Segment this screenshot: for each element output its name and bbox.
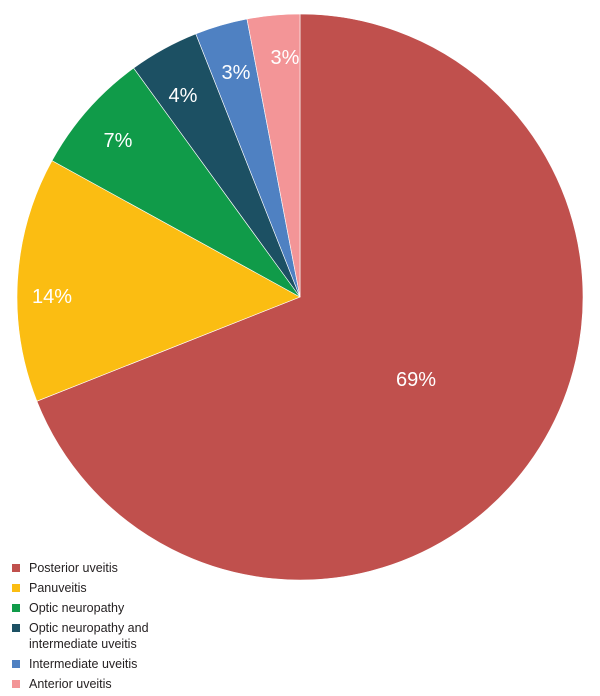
data-label-intermediate-uveitis: 3% [222,62,251,84]
legend-item-panuveitis: Panuveitis [12,580,242,596]
data-label-optic-neuropathy-and-intermediate-uveitis: 4% [169,85,198,107]
legend-item-intermediate-uveitis: Intermediate uveitis [12,656,242,672]
legend-item-optic-neuropathy-and-intermediate-uveitis: Optic neuropathy and intermediate uveiti… [12,620,242,652]
legend-label-optic-neuropathy: Optic neuropathy [29,601,125,615]
data-label-panuveitis: 14% [32,286,72,308]
legend-item-posterior-uveitis: Posterior uveitis [12,560,242,576]
legend-swatch-panuveitis [12,584,20,592]
legend-item-optic-neuropathy: Optic neuropathy [12,600,242,616]
pie-slice-posterior-uveitis [36,13,584,581]
data-label-anterior-uveitis: 3% [271,47,300,69]
pie-slices [16,13,584,581]
pie-slice-optic-neuropathy [51,67,301,298]
pie-slice-anterior-uveitis [246,13,301,298]
legend-swatch-anterior-uveitis [12,680,20,688]
legend-item-anterior-uveitis: Anterior uveitis [12,676,242,692]
pie-data-labels: 69% 14% 7% 4% 3% 3% [32,47,436,391]
legend-label-anterior-uveitis: Anterior uveitis [29,677,112,691]
legend-label-intermediate-uveitis: Intermediate uveitis [29,657,138,671]
legend-swatch-intermediate-uveitis [12,660,20,668]
legend-swatch-optic-neuropathy [12,604,20,612]
legend-label-optic-neuropathy-and-intermediate-uveitis: Optic neuropathy and intermediate uveiti… [29,621,149,651]
legend-label-panuveitis: Panuveitis [29,581,87,595]
legend-swatch-optic-neuropathy-and-intermediate-uveitis [12,624,20,632]
data-label-posterior-uveitis: 69% [396,369,436,391]
pie-slice-panuveitis [16,160,301,402]
data-label-optic-neuropathy: 7% [104,130,133,152]
legend-swatch-posterior-uveitis [12,564,20,572]
legend-label-posterior-uveitis: Posterior uveitis [29,561,118,575]
legend: Posterior uveitis Panuveitis Optic neuro… [12,560,242,696]
